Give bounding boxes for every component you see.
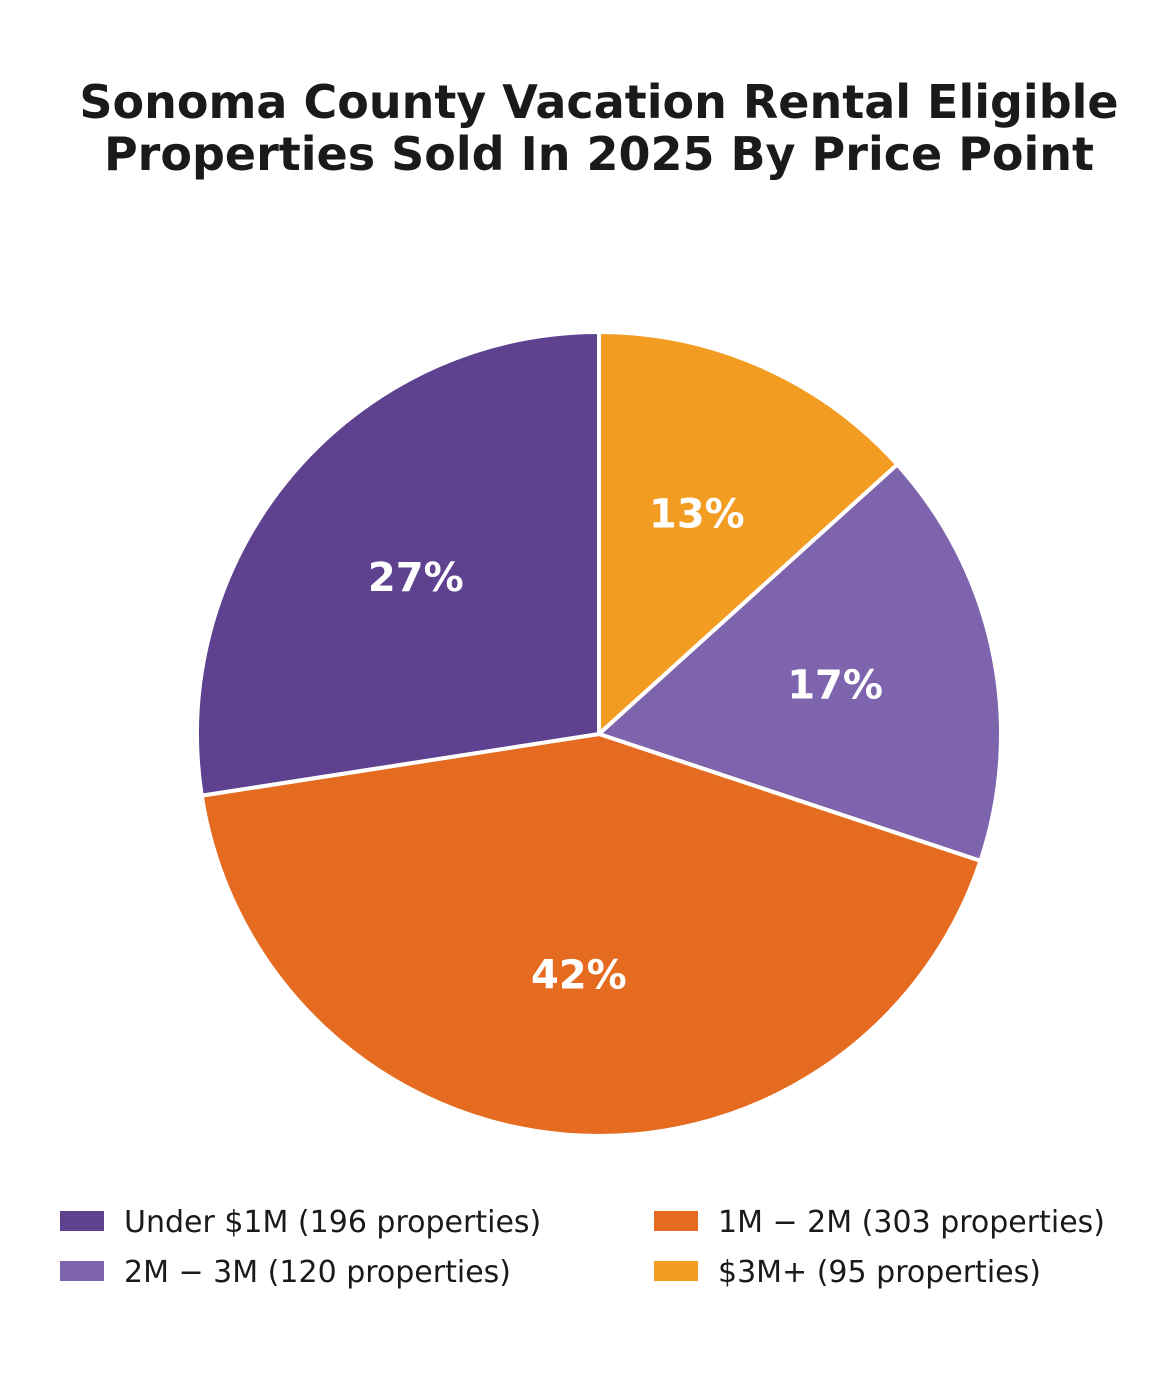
legend-swatch-3 [654,1211,698,1231]
legend-swatch-4 [654,1261,698,1281]
legend-label-3: 1M − 2M (303 properties) [718,1205,1105,1240]
chart-title-line-2: Properties Sold In 2025 By Price Point [104,127,1094,181]
pie-percent-label-2: 17% [787,663,883,709]
pie-percent-label-4: 27% [368,555,464,601]
legend-label-4: $3M+ (95 properties) [718,1255,1041,1290]
pie-percent-label-1: 13% [649,492,745,538]
legend-item-3: 1M − 2M (303 properties) [654,1205,1105,1240]
chart-title-line-1: Sonoma County Vacation Rental Eligible [79,75,1118,129]
legend-label-1: Under $1M (196 properties) [124,1205,541,1240]
legend-item-4: $3M+ (95 properties) [654,1255,1041,1290]
legend-item-2: 2M − 3M (120 properties) [60,1255,511,1290]
legend-item-1: Under $1M (196 properties) [60,1205,541,1240]
legend: Under $1M (196 properties) 2M − 3M (120 p… [60,1205,1105,1290]
pie-slices [197,332,1001,1136]
legend-swatch-1 [60,1211,104,1231]
legend-label-2: 2M − 3M (120 properties) [124,1255,511,1290]
chart-title: Sonoma County Vacation Rental EligiblePr… [79,75,1118,181]
legend-swatch-2 [60,1261,104,1281]
pie-percent-label-3: 42% [531,952,627,998]
